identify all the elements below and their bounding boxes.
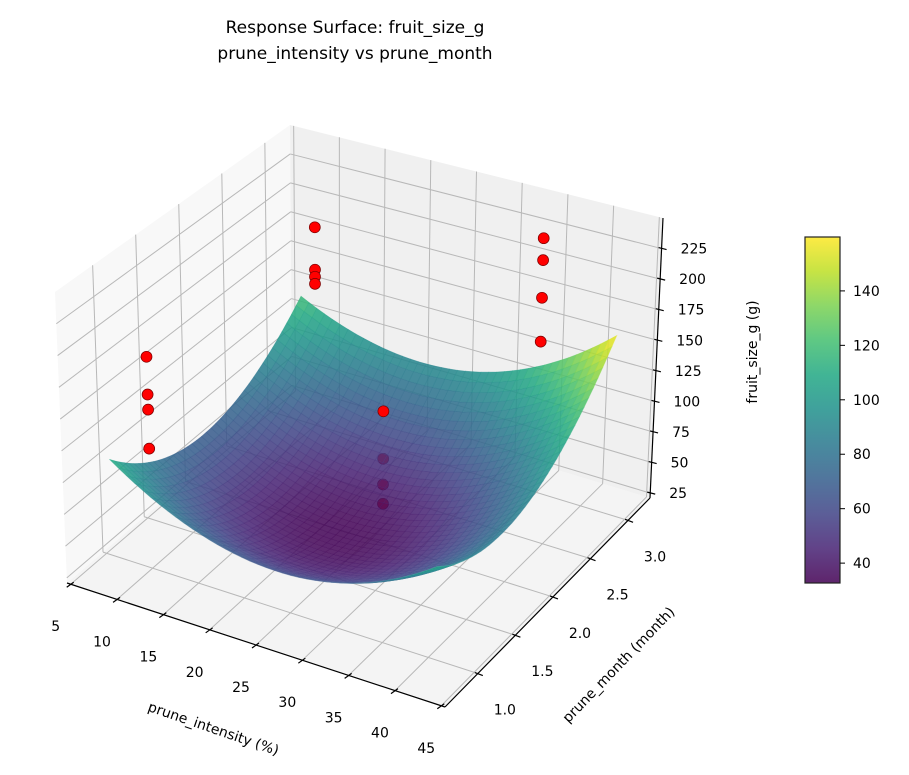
x-tick <box>159 612 167 619</box>
y-tick-label: 1.0 <box>494 703 516 719</box>
z-tick-label: 125 <box>675 364 702 380</box>
surface-patch <box>429 566 442 570</box>
x-tick <box>251 642 260 649</box>
grid-line <box>56 153 291 325</box>
z-tick <box>657 277 666 281</box>
y-axis-label: prune_month (month) <box>560 604 679 726</box>
x-axis-label: prune_intensity (%) <box>146 699 281 759</box>
colorbar-tick-label: 120 <box>853 338 880 354</box>
z-tick <box>654 338 663 342</box>
scatter-points-front <box>140 221 550 455</box>
z-tick <box>652 369 662 373</box>
data-point <box>142 403 154 416</box>
x-tick-label: 15 <box>139 650 157 666</box>
z-tick-label: 225 <box>681 242 708 258</box>
z-tick <box>658 246 667 251</box>
data-point <box>534 335 547 348</box>
grid-line <box>92 265 104 553</box>
y-tick-label: 1.5 <box>531 664 553 680</box>
grid-line <box>57 182 291 356</box>
grid-line <box>63 327 292 515</box>
z-tick-label: 75 <box>672 425 690 441</box>
data-point <box>308 221 321 234</box>
z-tick <box>647 491 656 495</box>
chart-subtitle: prune_intensity vs prune_month <box>217 44 492 64</box>
y-tick <box>474 671 484 677</box>
x-tick <box>112 596 121 603</box>
y-tick <box>587 557 596 562</box>
colorbar: 40 60 80 100 120 140 <box>804 236 880 584</box>
colorbar-tick-label: 100 <box>853 393 880 409</box>
left-pane <box>55 125 292 583</box>
colorbar-tick-label: 40 <box>853 556 871 572</box>
data-point <box>377 405 390 418</box>
y-tick-label: 2.5 <box>606 588 628 604</box>
grid-line <box>645 217 660 497</box>
y-tick <box>512 633 521 638</box>
y-tick <box>549 595 559 600</box>
z-tick-label: 100 <box>673 394 700 410</box>
colorbar-gradient <box>804 236 841 584</box>
z-axis-label: fruit_size_g (g) <box>745 300 761 403</box>
data-point <box>536 291 548 304</box>
data-point <box>141 388 154 401</box>
grid-line <box>440 496 647 707</box>
grid-line <box>178 204 186 482</box>
z-tick-label: 50 <box>671 456 689 472</box>
grid-line <box>290 153 662 250</box>
x-tick-label: 30 <box>278 695 296 711</box>
data-point <box>140 350 153 363</box>
z-tick-label: 150 <box>676 333 703 349</box>
grid-line <box>58 211 291 388</box>
x-tick <box>344 672 352 679</box>
z-tick-label: 200 <box>679 272 706 288</box>
data-point <box>143 442 156 455</box>
surface-mesh-line <box>429 566 442 570</box>
z-tick <box>648 460 657 465</box>
z-tick <box>651 399 660 403</box>
x-tick <box>297 657 306 664</box>
y-tick-label: 2.0 <box>569 626 591 642</box>
y-tick-label: 3.0 <box>644 549 666 565</box>
x-tick-label: 35 <box>325 710 343 726</box>
grid-line <box>290 240 658 341</box>
x-tick <box>66 581 75 588</box>
grid-line <box>61 269 292 452</box>
x-tick <box>390 688 399 695</box>
response-surface <box>109 295 618 584</box>
x-tick-label: 40 <box>371 726 389 742</box>
grid-line <box>59 240 292 420</box>
z-tick <box>649 430 659 434</box>
x-tick <box>205 627 214 634</box>
colorbar-tick-label: 60 <box>853 502 871 518</box>
grid-line <box>290 182 661 280</box>
grid-line <box>394 483 603 691</box>
colorbar-tick-label: 80 <box>853 447 871 463</box>
y-axis-line <box>444 497 651 708</box>
x-tick-label: 45 <box>417 741 435 757</box>
axis-lines <box>66 217 667 710</box>
colorbar-tick-label: 140 <box>853 284 880 300</box>
data-point <box>537 254 549 266</box>
data-point <box>537 232 550 245</box>
x-tick-label: 25 <box>232 680 250 696</box>
tick-labels: 5 10 15 20 25 30 35 40 45 1.0 1.5 2.0 2.5 3.0 25 50 75 10… <box>51 242 707 757</box>
x-tick-label: 5 <box>51 619 60 635</box>
x-tick-label: 20 <box>186 665 204 681</box>
chart-title: Response Surface: fruit_size_g <box>226 18 485 38</box>
z-tick-label: 25 <box>669 486 687 502</box>
data-point <box>309 278 321 290</box>
grid-line <box>102 551 478 675</box>
x-tick <box>436 703 445 710</box>
grid-line <box>62 298 292 484</box>
x-tick-label: 10 <box>93 634 111 650</box>
z-tick <box>655 308 664 312</box>
grid-line <box>221 173 228 447</box>
z-tick-label: 175 <box>678 303 705 319</box>
y-tick <box>624 518 634 523</box>
grid-line <box>290 211 659 311</box>
z-axis-line <box>649 217 664 499</box>
